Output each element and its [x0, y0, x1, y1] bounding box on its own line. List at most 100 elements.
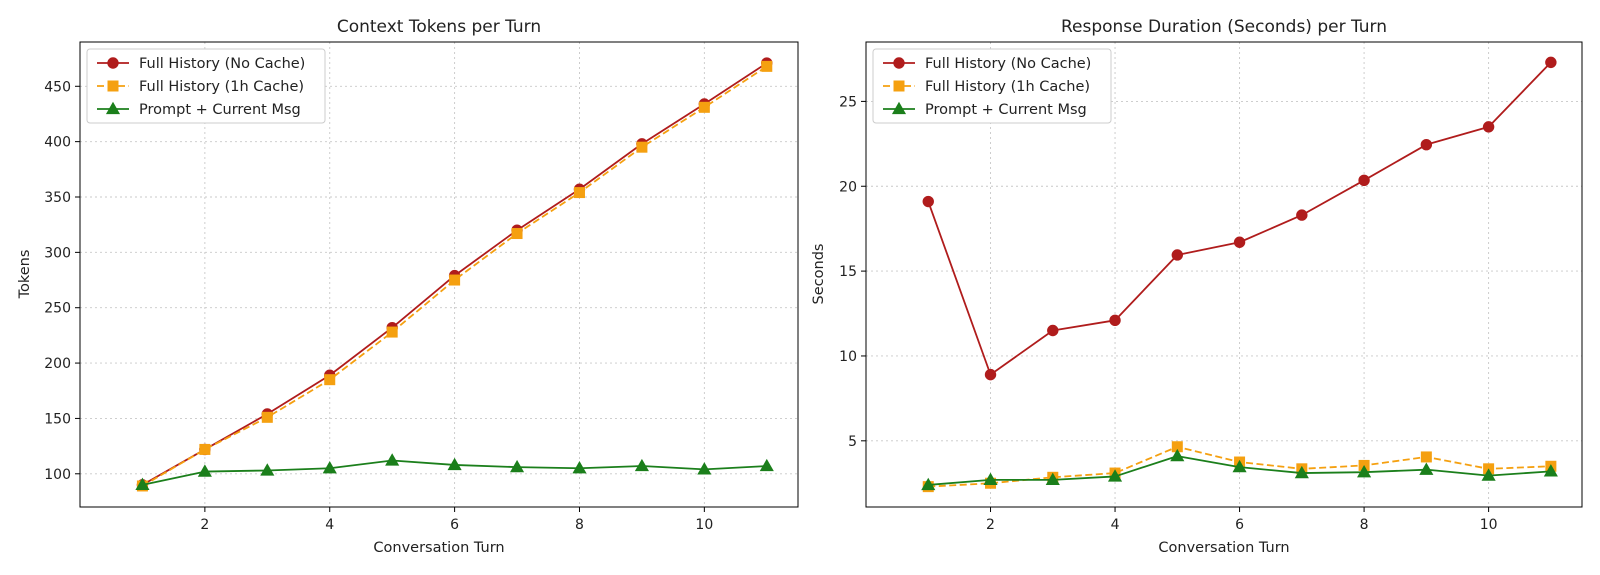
y-tick-label: 200	[44, 356, 71, 372]
y-tick-label: 10	[839, 349, 857, 365]
data-point-cache-1h	[573, 187, 585, 199]
x-tick-label: 4	[1111, 517, 1120, 533]
plot-area-frame	[79, 41, 799, 508]
data-point-no-cache	[1171, 249, 1184, 261]
data-point-prompt-current	[697, 462, 712, 475]
legend-item-cache-1h: Full History (1h Cache)	[883, 79, 1090, 95]
x-tick-label: 6	[450, 517, 459, 533]
chart-title: Context Tokens per Turn	[337, 17, 541, 37]
data-point-cache-1h	[386, 326, 398, 338]
series-no-cache	[922, 56, 1557, 381]
y-tick-label: 100	[44, 467, 71, 483]
data-point-no-cache	[1420, 138, 1433, 151]
legend-box	[86, 48, 326, 124]
y-tick-label: 15	[839, 264, 857, 280]
data-point-no-cache	[1358, 174, 1370, 187]
data-point-prompt-current	[447, 457, 462, 471]
tokens-chart: Context Tokens per Turn 2 4 6 8 10 100 150 200 2…	[17, 17, 799, 556]
series-prompt-current	[921, 448, 1558, 491]
legend-item-prompt-current: Prompt + Current Msg	[97, 101, 301, 118]
duration-chart: Response Duration (Seconds) per Turn 2 4 6…	[811, 17, 1583, 556]
data-point-cache-1h	[698, 101, 710, 113]
data-point-cache-1h	[449, 274, 461, 286]
legend-label: Prompt + Current Msg	[925, 102, 1087, 118]
legend-marker	[893, 80, 905, 92]
data-point-prompt-current	[322, 461, 337, 474]
legend-marker	[891, 101, 907, 115]
legend-label: Full History (No Cache)	[925, 56, 1091, 72]
legend-marker	[105, 101, 121, 115]
x-tick-label: 10	[695, 517, 713, 533]
data-point-prompt-current	[509, 459, 525, 473]
data-point-cache-1h	[636, 141, 648, 153]
data-point-prompt-current	[572, 461, 587, 474]
y-tick-label: 5	[848, 434, 857, 450]
data-point-prompt-current	[385, 453, 400, 466]
legend-marker	[107, 57, 119, 69]
data-point-prompt-current	[921, 477, 936, 491]
x-axis-label: Conversation Turn	[1158, 540, 1289, 556]
x-tick-label: 2	[986, 517, 995, 533]
data-point-prompt-current	[1232, 459, 1247, 473]
y-tick-label: 300	[44, 245, 71, 261]
data-point-no-cache	[1047, 324, 1059, 337]
data-point-prompt-current	[1045, 472, 1060, 485]
legend: Full History (No Cache) Full History (1h …	[86, 48, 326, 124]
data-point-prompt-current	[1481, 468, 1496, 481]
series-line-cache-1h	[141, 65, 768, 487]
y-tick-label: 250	[44, 301, 71, 317]
legend: Full History (No Cache) Full History (1h …	[872, 48, 1112, 124]
y-tick-label: 450	[44, 79, 71, 95]
series-cache-1h	[136, 60, 773, 492]
y-axis-label: Seconds	[811, 244, 827, 305]
chart-title: Response Duration (Seconds) per Turn	[1061, 17, 1387, 37]
data-point-cache-1h	[1420, 451, 1432, 463]
data-point-prompt-current	[1170, 448, 1185, 462]
data-point-no-cache	[1482, 121, 1495, 133]
legend-item-no-cache: Full History (No Cache)	[97, 56, 305, 72]
data-point-prompt-current	[1419, 462, 1434, 475]
data-point-cache-1h	[511, 228, 523, 240]
legend-item-no-cache: Full History (No Cache)	[883, 56, 1091, 72]
data-point-cache-1h	[324, 374, 336, 386]
legend-label: Prompt + Current Msg	[139, 102, 301, 118]
y-axis-label: Tokens	[17, 250, 33, 300]
data-point-prompt-current	[1107, 469, 1123, 482]
legend-item-prompt-current: Prompt + Current Msg	[883, 101, 1087, 118]
y-tick-label: 350	[44, 190, 71, 206]
data-point-prompt-current	[1543, 464, 1558, 477]
data-point-prompt-current	[1294, 465, 1309, 479]
data-point-no-cache	[1109, 314, 1121, 327]
data-point-cache-1h	[261, 411, 273, 423]
data-point-cache-1h	[199, 443, 211, 455]
y-tick-label: 150	[44, 411, 71, 427]
data-point-prompt-current	[634, 458, 649, 472]
series-prompt-current	[135, 453, 774, 491]
data-point-prompt-current	[260, 463, 275, 476]
data-point-prompt-current	[135, 477, 150, 491]
legend-marker	[107, 80, 119, 92]
x-tick-label: 10	[1480, 517, 1498, 533]
y-tick-label: 400	[44, 135, 71, 151]
data-point-prompt-current	[1357, 465, 1372, 478]
legend-item-cache-1h: Full History (1h Cache)	[97, 79, 304, 95]
data-point-no-cache	[1296, 209, 1308, 221]
legend-label: Full History (1h Cache)	[139, 79, 304, 95]
data-point-prompt-current	[983, 472, 998, 485]
x-tick-label: 6	[1235, 517, 1244, 533]
data-point-no-cache	[984, 368, 997, 381]
data-point-cache-1h	[761, 60, 773, 72]
legend-label: Full History (No Cache)	[139, 56, 305, 72]
legend-marker	[893, 57, 905, 69]
data-point-no-cache	[1545, 56, 1557, 69]
legend-box	[872, 48, 1112, 124]
data-point-prompt-current	[759, 458, 774, 472]
x-tick-label: 4	[325, 517, 334, 533]
x-tick-label: 8	[1360, 517, 1369, 533]
y-tick-label: 20	[839, 179, 857, 195]
legend-label: Full History (1h Cache)	[925, 79, 1090, 95]
x-tick-label: 8	[575, 517, 584, 533]
plot-area-frame	[865, 41, 1583, 508]
